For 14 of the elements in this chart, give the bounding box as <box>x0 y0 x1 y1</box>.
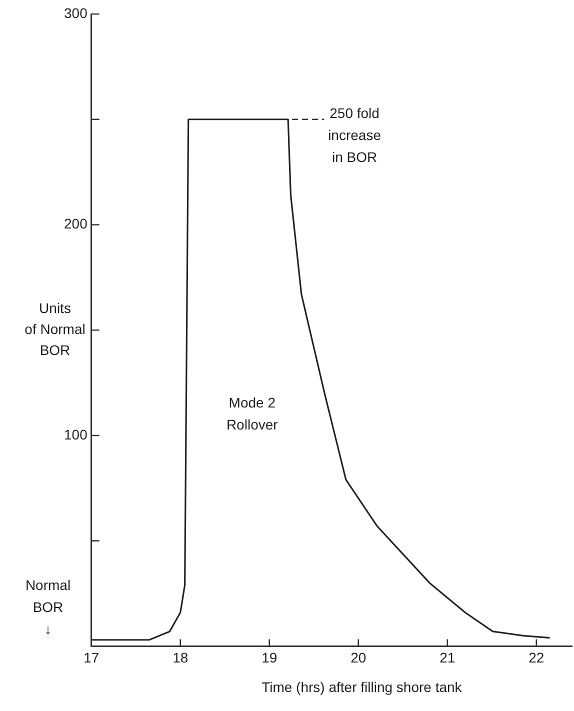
x-tick-label: 18 <box>172 649 188 666</box>
x-tick-label: 21 <box>440 649 456 666</box>
y-tick-label: 200 <box>64 216 88 232</box>
x-axis-title: Time (hrs) after filling shore tank <box>262 679 463 696</box>
x-tick-label: 22 <box>528 649 544 666</box>
x-tick-label: 17 <box>84 649 100 666</box>
annotation: 250 fold increase in BOR <box>328 105 382 166</box>
y-axis-title: Units of Normal BOR <box>24 300 86 358</box>
x-tick-label: 20 <box>350 649 366 666</box>
y-tick-label: 100 <box>64 426 88 442</box>
x-tick-label: 19 <box>262 649 278 666</box>
text: Normal BOR ↓ <box>25 577 71 638</box>
annotation: Mode 2 Rollover <box>226 394 278 432</box>
y-tick-label: 300 <box>64 4 88 21</box>
